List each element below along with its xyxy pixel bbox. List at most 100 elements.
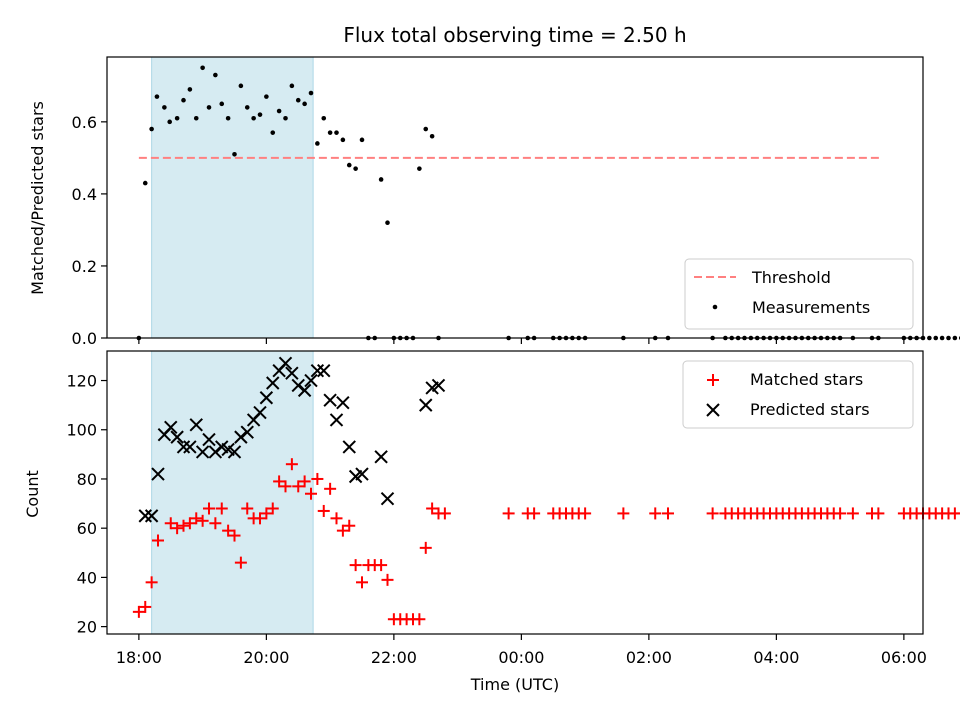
- x-tick-label: 06:00: [881, 648, 927, 667]
- predicted-star-point: [317, 363, 331, 378]
- measurement-point: [232, 151, 237, 157]
- matched-star-point: [706, 507, 719, 520]
- measurement-point: [257, 112, 263, 117]
- matched-star-point: [292, 480, 305, 493]
- matched-star-point: [872, 507, 885, 520]
- matched-star-point: [662, 507, 674, 520]
- measurement-point: [238, 83, 244, 89]
- predicted-star-point: [323, 393, 337, 407]
- predicted-star-point: [183, 440, 197, 454]
- top-panel: 0.0 0.2 0.4 0.6 Matched/Predicted stars Thr…: [28, 56, 960, 348]
- matched-star-point: [438, 507, 451, 520]
- top-legend-box: [684, 258, 914, 330]
- x-tick-label: 04:00: [753, 648, 799, 667]
- matched-star-point: [317, 504, 330, 517]
- predicted-legend-label: Predicted stars: [750, 400, 870, 419]
- matched-star-point: [196, 514, 209, 527]
- matched-star-point: [955, 512, 960, 515]
- matched-star-point: [336, 524, 349, 537]
- top-observing-window: [151, 56, 314, 339]
- measurement-point: [219, 101, 225, 107]
- predicted-star-point: [355, 467, 369, 481]
- measurement-point: [302, 101, 307, 107]
- matched-star-point: [375, 559, 388, 572]
- measurements-legend-swatch: [712, 304, 718, 310]
- measurement-point: [187, 87, 193, 92]
- predicted-star-point: [304, 373, 318, 388]
- predicted-star-point: [189, 418, 203, 432]
- chart-title: Flux total observing time = 2.50 h: [343, 23, 686, 47]
- measurement-point: [334, 130, 339, 135]
- measurement-point: [346, 162, 352, 168]
- matched-star-point: [177, 519, 190, 532]
- matched-star-point: [209, 517, 222, 530]
- measurement-point: [378, 177, 384, 182]
- predicted-star-point: [431, 378, 446, 393]
- matched-star-point: [254, 512, 266, 525]
- matched-star-point: [234, 556, 247, 569]
- predicted-star-point: [336, 395, 350, 410]
- matched-star-point: [215, 502, 228, 515]
- predicted-star-point: [176, 440, 191, 454]
- matched-star-point: [649, 507, 662, 520]
- matched-star-point: [381, 573, 394, 586]
- measurement-point: [315, 141, 320, 146]
- bottom-y-ticks: 20 40 60 80 100 120: [66, 372, 107, 637]
- matched-star-point: [502, 507, 515, 520]
- top-axes-frame: [106, 56, 924, 339]
- predicted-star-point: [342, 440, 356, 454]
- measurement-point: [423, 126, 429, 132]
- measurement-point: [417, 166, 422, 171]
- predicted-star-point: [195, 445, 210, 459]
- y-tick-label: 0.2: [72, 257, 97, 276]
- y-tick-label: 120: [66, 372, 97, 391]
- measurement-point: [353, 166, 358, 171]
- measurement-point: [289, 83, 295, 89]
- measurement-point: [385, 220, 390, 226]
- measurement-point: [952, 335, 958, 341]
- matched-legend-swatch: [707, 374, 719, 386]
- threshold-legend-label: Threshold: [751, 268, 831, 287]
- top-y-ticks: 0.0 0.2 0.4 0.6: [72, 113, 107, 348]
- y-tick-label: 60: [77, 519, 97, 538]
- predicted-star-point: [208, 445, 223, 459]
- x-axis-label: Time (UTC): [470, 675, 559, 694]
- bottom-legend: Matched stars Predicted stars: [682, 360, 914, 429]
- matched-star-point: [279, 480, 292, 493]
- measurement-point: [162, 105, 167, 110]
- measurement-point: [276, 108, 282, 114]
- bottom-axes-frame: [106, 350, 924, 635]
- measurement-point: [295, 97, 301, 103]
- measurement-point: [167, 119, 172, 125]
- predicted-star-point: [234, 430, 248, 444]
- matched-star-point: [228, 529, 241, 542]
- predicted-star-point: [138, 509, 152, 523]
- measurement-point: [429, 133, 435, 139]
- measurement-point: [933, 335, 939, 341]
- predicted-star-point: [164, 420, 178, 434]
- matched-star-point: [285, 458, 298, 471]
- measurement-point: [321, 115, 327, 121]
- matched-star-point: [528, 507, 541, 520]
- matched-star-point: [305, 487, 317, 500]
- predicted-star-point: [227, 445, 242, 459]
- top-x-ticks: [138, 338, 905, 344]
- measurement-point: [200, 65, 205, 71]
- y-tick-label: 80: [77, 470, 97, 489]
- matched-star-point: [203, 502, 215, 515]
- matched-star-point: [349, 559, 362, 572]
- matched-star-point: [834, 507, 847, 520]
- measurements-legend-label: Measurements: [752, 298, 870, 317]
- measurement-point: [154, 94, 160, 99]
- measurement-point: [244, 105, 250, 110]
- y-tick-label: 40: [77, 568, 97, 587]
- matched-star-point: [266, 502, 279, 515]
- measurement-point: [174, 115, 180, 121]
- bottom-observing-window: [151, 350, 314, 635]
- bottom-panel: 20 40 60 80 100 120 18:00 20:00 22:00 00:00 02:00…: [23, 350, 960, 694]
- predicted-star-point: [170, 430, 184, 444]
- matched-star-point: [413, 613, 426, 626]
- matched-star-point: [324, 482, 337, 495]
- measurement-point: [193, 115, 199, 121]
